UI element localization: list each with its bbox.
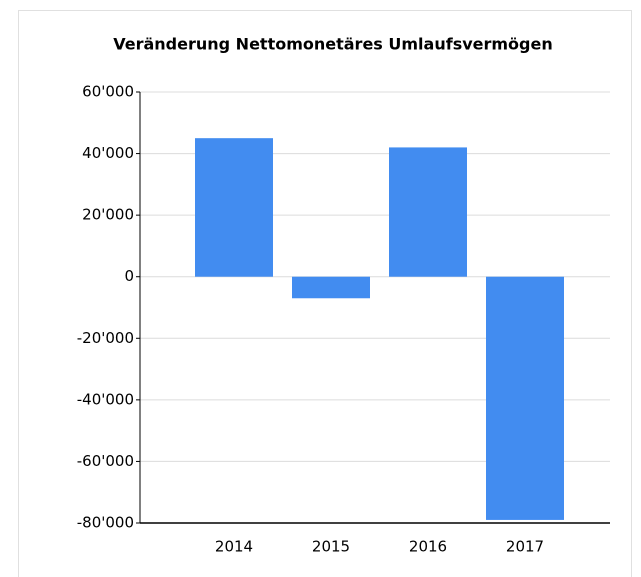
bar: [195, 138, 273, 277]
bar: [486, 276, 564, 520]
bar: [292, 276, 370, 299]
y-tick-label: -80'000: [77, 514, 134, 532]
y-tick-label: 60'000: [82, 83, 134, 101]
y-tick-label: -40'000: [77, 390, 134, 408]
bar: [389, 147, 467, 277]
y-tick-label: -60'000: [77, 452, 134, 470]
chart-title: Veränderung Nettomonetäres Umlaufsvermög…: [113, 35, 553, 54]
y-tick-label: 0: [124, 267, 134, 285]
x-tick-label: 2015: [312, 538, 350, 556]
frame: [18, 10, 632, 577]
x-tick-label: 2014: [215, 538, 253, 556]
x-tick-label: 2016: [409, 538, 447, 556]
y-tick-label: 40'000: [82, 144, 134, 162]
x-tick-label: 2017: [506, 538, 544, 556]
y-tick-label: 20'000: [82, 206, 134, 224]
y-tick-label: -20'000: [77, 329, 134, 347]
